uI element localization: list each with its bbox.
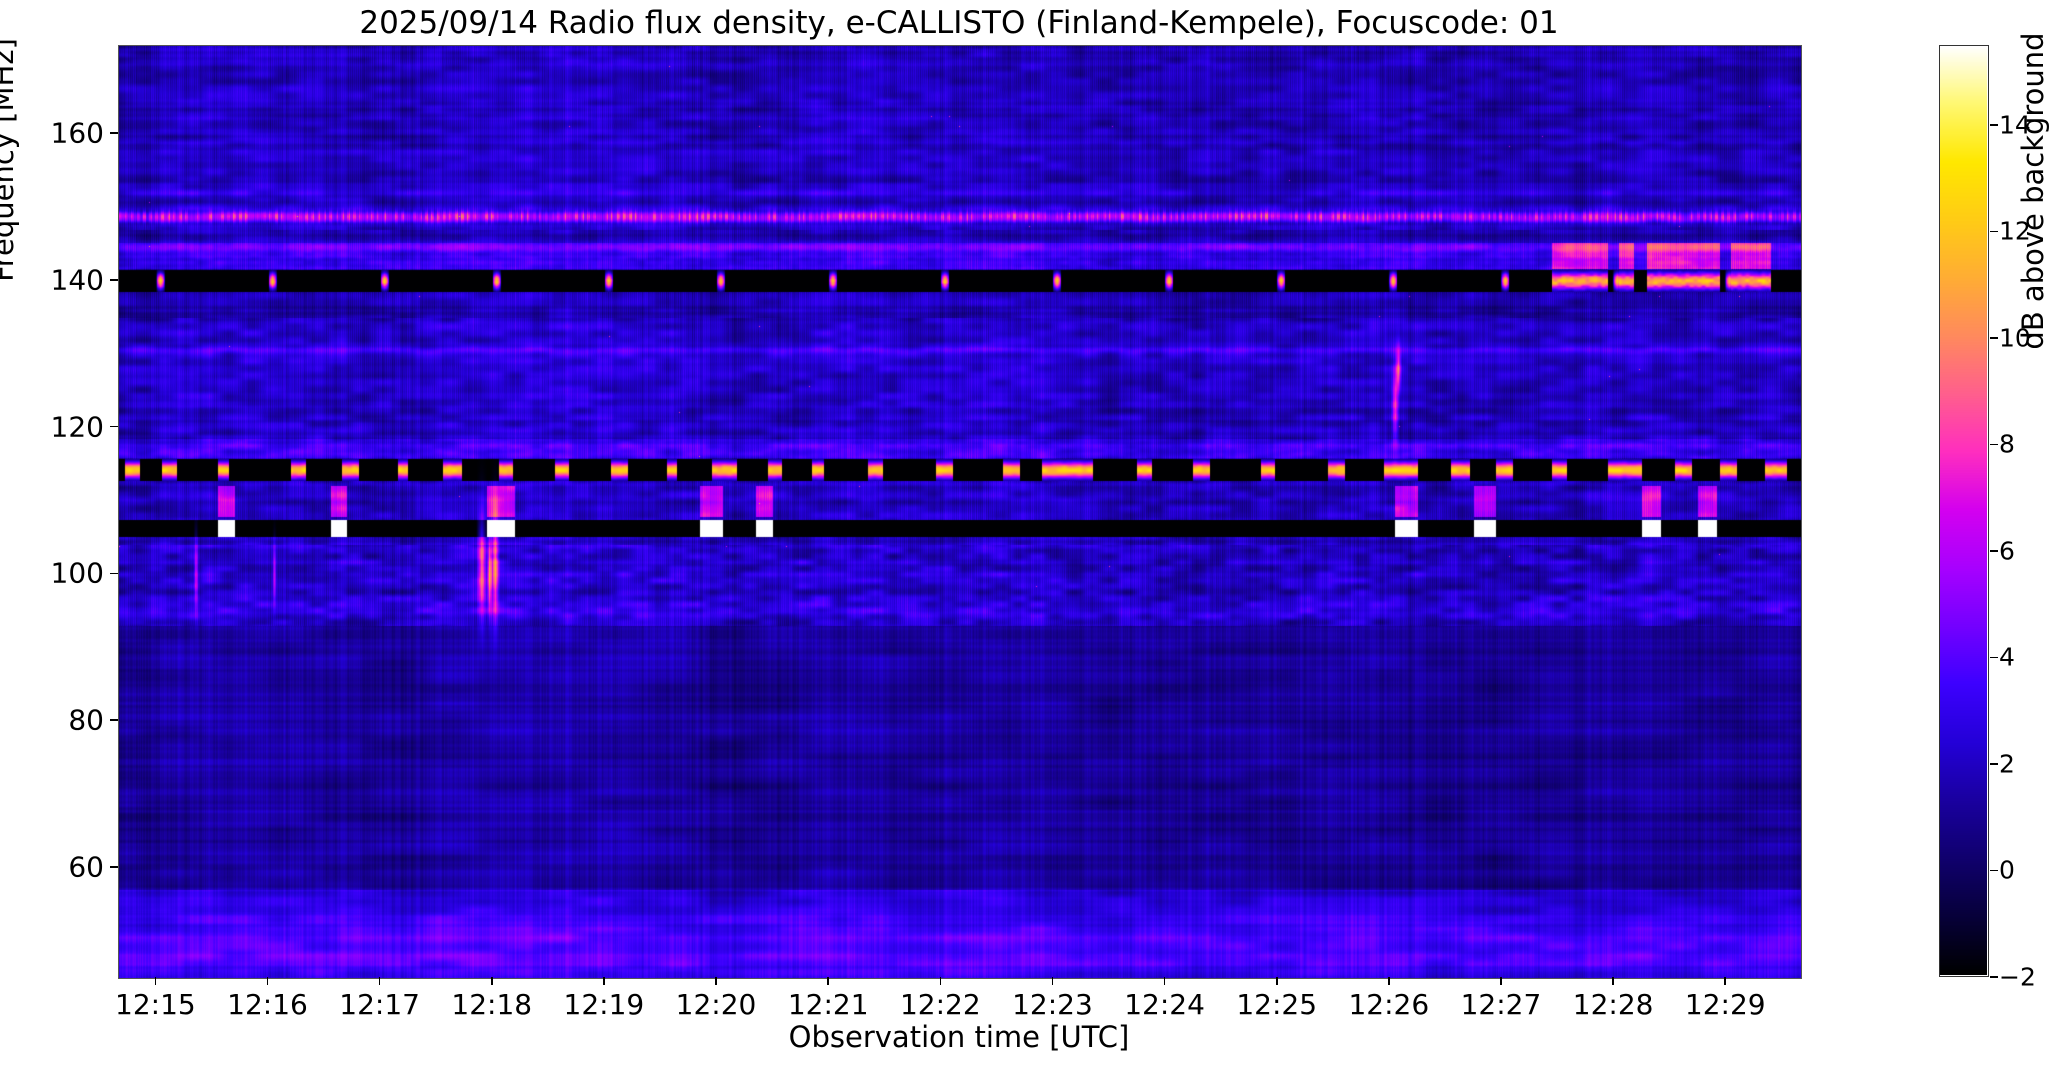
x-axis-label: Observation time [UTC] — [788, 1020, 1130, 1054]
colorbar-tick-label: 2 — [1999, 749, 2015, 779]
x-tick-label: 12:19 — [563, 988, 645, 1021]
x-tick-label: 12:16 — [227, 988, 308, 1021]
colorbar-tick-label: 0 — [1999, 855, 2015, 885]
colorbar-tick-mark — [1990, 124, 1998, 126]
x-tick-mark — [827, 977, 829, 985]
y-tick-mark — [110, 132, 118, 134]
colorbar-label: dB above background — [2016, 32, 2050, 350]
x-tick-label: 12:22 — [899, 988, 981, 1021]
colorbar-tick-label: 8 — [1999, 429, 2015, 459]
x-tick-label: 12:24 — [1124, 988, 1205, 1021]
colorbar-tick-mark — [1990, 763, 1998, 765]
x-tick-label: 12:23 — [1012, 988, 1093, 1021]
x-tick-label: 12:25 — [1236, 988, 1318, 1021]
colorbar-tick-mark — [1990, 550, 1998, 552]
x-tick-mark — [1051, 977, 1054, 985]
colorbar-tick-label: 4 — [1999, 642, 2015, 672]
colorbar — [1939, 45, 1989, 977]
colorbar-tick-label: 6 — [1999, 536, 2015, 566]
colorbar-tick-mark — [1990, 337, 1998, 339]
y-tick-mark — [110, 719, 118, 721]
colorbar-tick-mark — [1990, 869, 1998, 872]
page-title: 2025/09/14 Radio flux density, e-CALLIST… — [359, 5, 1559, 41]
x-tick-label: 12:18 — [451, 988, 533, 1021]
y-tick-mark — [110, 572, 118, 575]
y-tick-label: 80 — [68, 703, 104, 737]
x-tick-label: 12:17 — [339, 988, 420, 1021]
y-axis: 160 140 120 100 80 60 — [0, 0, 118, 1067]
x-tick-mark — [1388, 977, 1390, 985]
x-tick-mark — [154, 977, 157, 985]
colorbar-tick-label: 10 — [1999, 323, 2031, 353]
colorbar-gradient — [1940, 46, 1987, 975]
x-tick-mark — [1163, 977, 1166, 985]
y-tick-mark — [110, 425, 118, 428]
x-tick-label: 12:21 — [787, 988, 869, 1021]
x-tick-label: 12:26 — [1348, 988, 1430, 1021]
x-tick-mark — [490, 977, 493, 985]
y-tick-label: 160 — [50, 116, 104, 150]
x-tick-mark — [1500, 977, 1502, 985]
x-tick-mark — [1612, 977, 1614, 985]
x-tick-mark — [1275, 977, 1278, 985]
colorbar-tick-label: −2 — [1999, 962, 2036, 992]
x-tick-label: 12:29 — [1684, 988, 1766, 1021]
x-tick-mark — [939, 977, 942, 985]
y-tick-mark — [110, 866, 118, 868]
y-tick-label: 120 — [50, 410, 104, 444]
y-tick-label: 100 — [50, 556, 104, 590]
y-tick-mark — [110, 279, 118, 281]
x-tick-mark — [715, 977, 717, 985]
colorbar-tick-mark — [1990, 656, 1998, 659]
x-tick-mark — [603, 977, 605, 985]
x-tick-label: 12:15 — [115, 988, 196, 1021]
x-tick-mark — [1724, 977, 1727, 985]
colorbar-tick-label: 12 — [1999, 216, 2031, 246]
x-tick-label: 12:27 — [1460, 988, 1542, 1021]
spectrogram-plot-area — [118, 45, 1802, 979]
colorbar-tick-mark — [1990, 976, 1998, 978]
colorbar-tick-label: 14 — [1999, 110, 2031, 140]
colorbar-tick-mark — [1990, 443, 1998, 446]
x-tick-label: 12:28 — [1572, 988, 1654, 1021]
colorbar-tick-mark — [1990, 230, 1998, 233]
y-tick-label: 140 — [50, 263, 104, 297]
x-tick-mark — [266, 977, 269, 985]
spectrogram-image — [119, 46, 1801, 978]
x-tick-label: 12:20 — [675, 988, 757, 1021]
y-tick-label: 60 — [68, 850, 104, 884]
x-tick-mark — [378, 977, 381, 985]
